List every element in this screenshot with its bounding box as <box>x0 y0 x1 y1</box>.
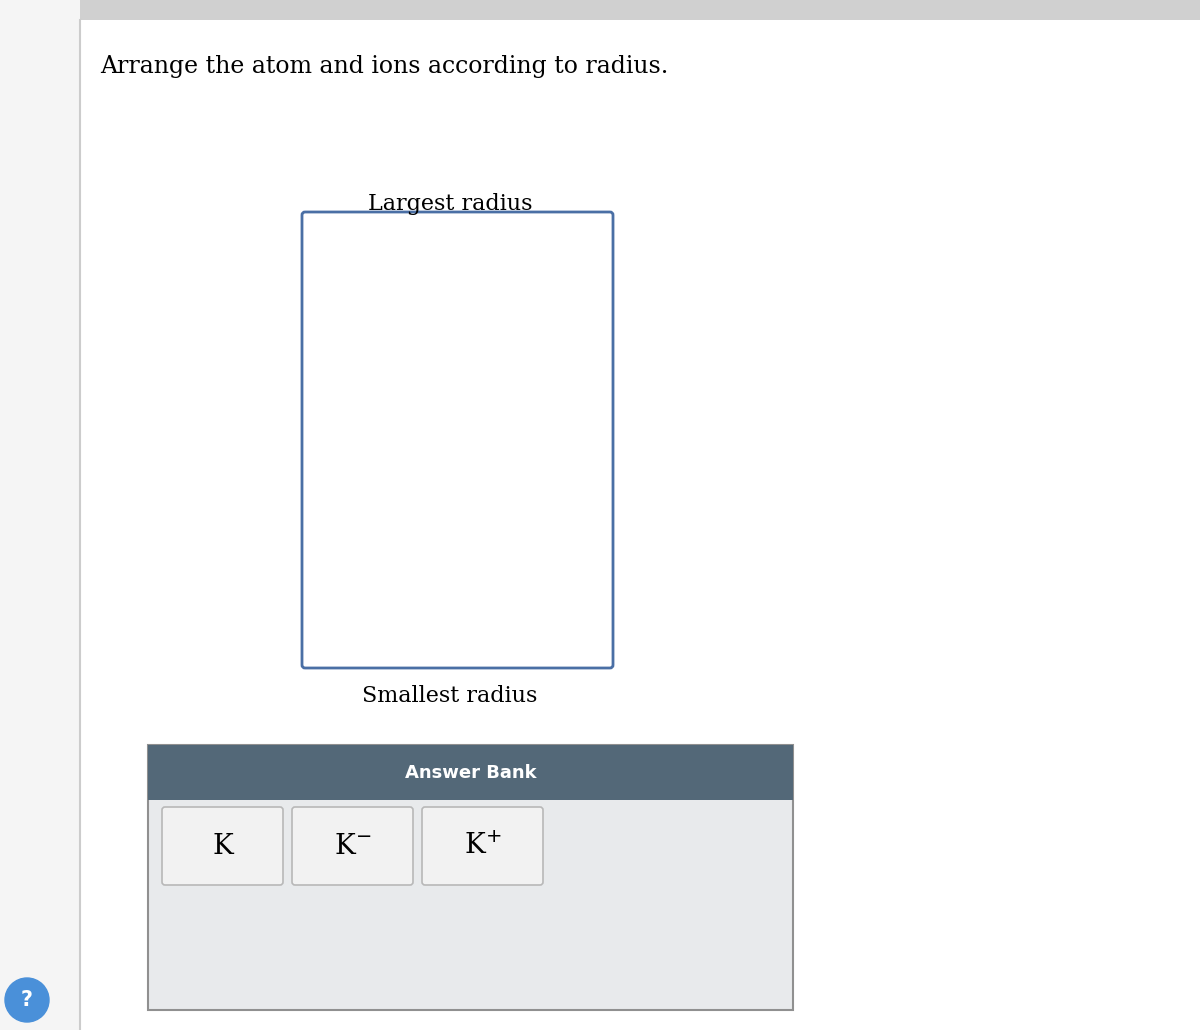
Circle shape <box>5 978 49 1022</box>
Text: K$^{-}$: K$^{-}$ <box>334 832 371 859</box>
Text: K$^{+}$: K$^{+}$ <box>464 832 502 860</box>
Text: K: K <box>212 832 233 859</box>
FancyBboxPatch shape <box>162 806 283 885</box>
FancyBboxPatch shape <box>422 806 542 885</box>
Bar <box>148 745 793 1010</box>
Bar <box>0 0 1200 20</box>
Text: Arrange the atom and ions according to radius.: Arrange the atom and ions according to r… <box>100 55 668 78</box>
Bar <box>0 0 80 1030</box>
Text: Largest radius: Largest radius <box>367 193 533 215</box>
Text: Answer Bank: Answer Bank <box>404 763 536 782</box>
Text: ?: ? <box>22 990 34 1010</box>
FancyBboxPatch shape <box>292 806 413 885</box>
FancyBboxPatch shape <box>302 212 613 668</box>
Text: Smallest radius: Smallest radius <box>362 685 538 707</box>
Bar <box>148 745 793 800</box>
